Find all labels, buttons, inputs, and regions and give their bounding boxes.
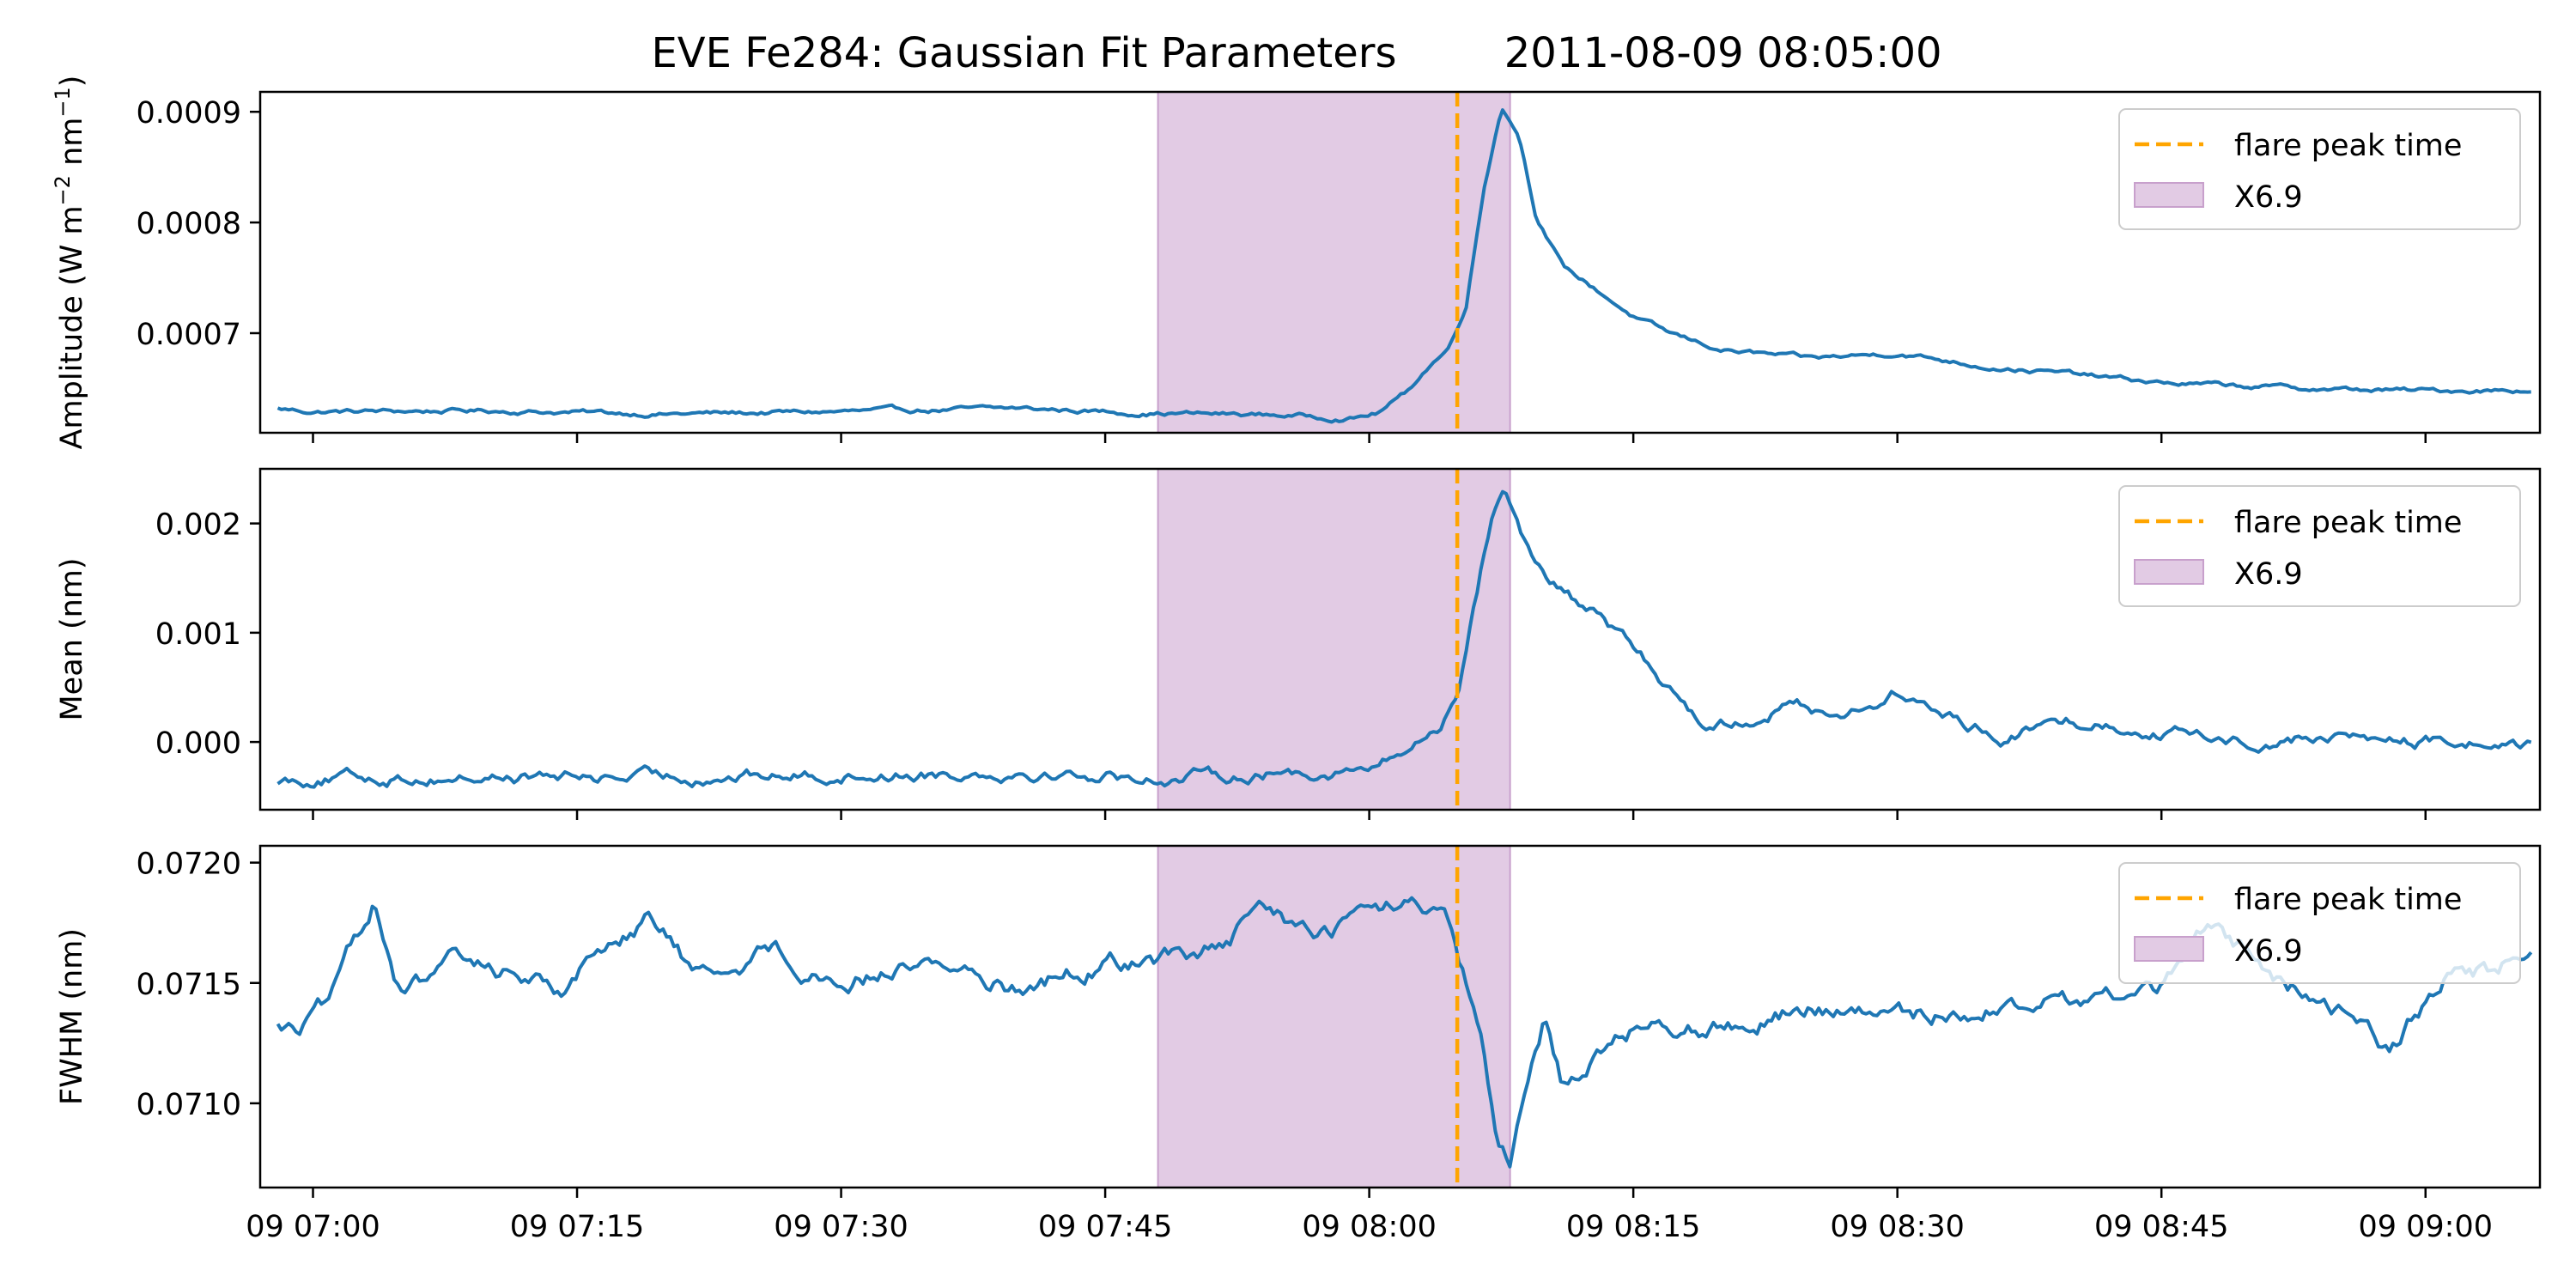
- legend-box: [2118, 862, 2521, 984]
- subplot-1: 0.0007 0.0008 0.0009 Amplitude (W m−2 nm−1)…: [51, 76, 2542, 450]
- flare-span: [1157, 845, 1511, 1188]
- legend-label-peak: flare peak time: [2234, 506, 2462, 540]
- legend-box: [2118, 108, 2521, 230]
- x-tick-label: 09 07:45: [1038, 1210, 1173, 1244]
- y-tick-label: 0.0007: [137, 318, 241, 352]
- figure-title: EVE Fe284: Gaussian Fit Parameters 2011-…: [651, 29, 1941, 77]
- x-tick-label: 09 07:00: [246, 1210, 380, 1244]
- x-tick-label: 09 08:00: [1302, 1210, 1437, 1244]
- x-tick-label: 09 08:30: [1830, 1210, 1965, 1244]
- legend-swatch-span: [2134, 936, 2204, 962]
- legend-box: [2118, 485, 2521, 607]
- legend-label-span: X6.9: [2234, 934, 2303, 969]
- y-tick-label: 0.0720: [137, 848, 241, 882]
- title-timestamp: 2011-08-09 08:05:00: [1504, 29, 1942, 77]
- legend: flare peak time X6.9: [2118, 485, 2521, 607]
- legend: flare peak time X6.9: [2118, 862, 2521, 984]
- y-axis-label: FWHM (nm): [55, 928, 89, 1105]
- legend-label-peak: flare peak time: [2234, 883, 2462, 917]
- flare-span: [1157, 91, 1511, 434]
- flare-span: [1157, 468, 1511, 811]
- legend: flare peak time X6.9: [2118, 108, 2521, 230]
- axes-frame: [258, 90, 2542, 434]
- legend-label-span: X6.9: [2234, 180, 2303, 215]
- legend-swatch-span: [2134, 559, 2204, 585]
- x-tick-label: 09 08:15: [1566, 1210, 1701, 1244]
- y-tick-label: 0.0710: [137, 1088, 241, 1122]
- y-tick-label: 0.001: [155, 617, 241, 652]
- y-axis-label: Mean (nm): [55, 557, 89, 720]
- legend-swatch-span: [2134, 182, 2204, 208]
- subplots: 0.0007 0.0008 0.0009 Amplitude (W m−2 nm−1)…: [51, 76, 2542, 1244]
- y-axis-label: Amplitude (W m−2 nm−1): [51, 76, 89, 450]
- legend-label-peak: flare peak time: [2234, 129, 2462, 163]
- data-line: [276, 896, 2533, 1169]
- axes-frame: [258, 844, 2542, 1189]
- data-line: [276, 108, 2531, 424]
- y-tick-label: 0.0715: [137, 968, 241, 1002]
- x-tick-label: 09 09:00: [2358, 1210, 2493, 1244]
- y-tick-label: 0.000: [155, 726, 241, 761]
- axes-frame: [258, 467, 2542, 811]
- x-tick-label: 09 08:45: [2094, 1210, 2229, 1244]
- subplot-3: 0.0710 0.0715 0.0720 09 07:00 09 07:15 09 07:…: [55, 844, 2542, 1244]
- x-tick-label: 09 07:15: [510, 1210, 645, 1244]
- y-tick-label: 0.002: [155, 508, 241, 543]
- y-tick-label: 0.0008: [137, 207, 241, 241]
- legend-label-span: X6.9: [2234, 557, 2303, 592]
- subplot-2: 0.000 0.001 0.002 Mean (nm) flare peak time X…: [55, 467, 2542, 820]
- data-line: [276, 489, 2532, 789]
- y-tick-label: 0.0009: [137, 96, 241, 131]
- x-tick-label: 09 07:30: [774, 1210, 908, 1244]
- title-main: EVE Fe284: Gaussian Fit Parameters: [651, 29, 1396, 77]
